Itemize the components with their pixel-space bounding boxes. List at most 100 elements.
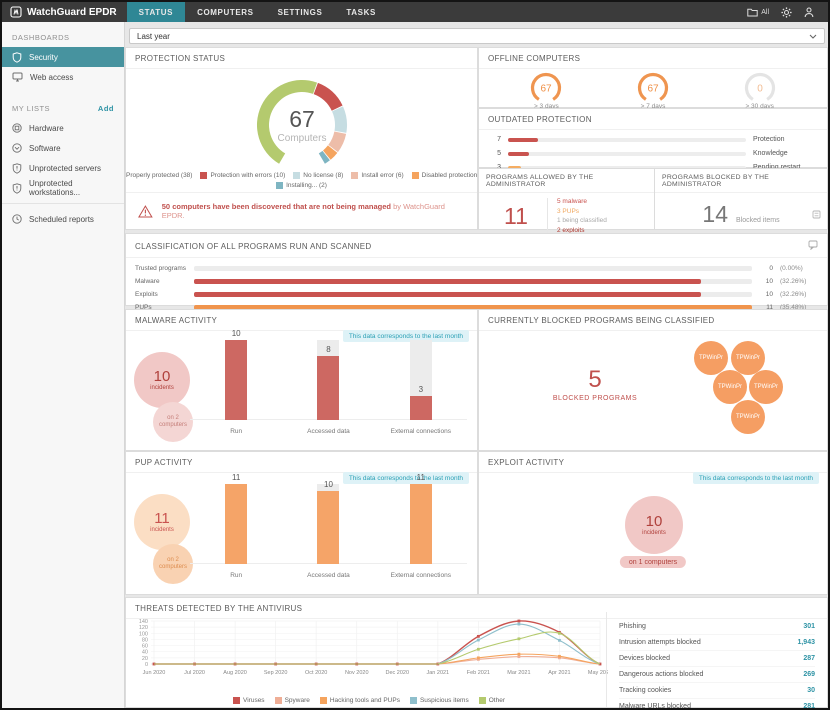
shield-alert-icon <box>12 182 22 194</box>
tab-tasks[interactable]: TASKS <box>346 7 376 17</box>
activity-bars: 11 Run 10 Accessed data 11 External connectio… <box>190 473 467 586</box>
settings-gear-button[interactable] <box>781 6 792 18</box>
classification-fill <box>194 279 702 284</box>
bar-value: 10 <box>231 329 241 338</box>
bar-column: 11 External connections <box>375 473 467 586</box>
svg-text:40: 40 <box>142 650 148 656</box>
stat-value[interactable]: 301 <box>803 623 815 630</box>
classification-track <box>194 279 752 284</box>
list-icon[interactable] <box>812 206 821 224</box>
panel-title: PROGRAMS BLOCKED BY THE ADMINISTRATOR <box>655 169 827 193</box>
stat-row: Devices blocked 287 <box>619 651 815 667</box>
sidebar-item-hardware[interactable]: Hardware <box>2 118 124 138</box>
outdated-label: Knowledge <box>753 150 788 157</box>
scope-selector[interactable]: All <box>747 8 769 17</box>
tab-computers[interactable]: COMPUTERS <box>197 7 254 17</box>
data-point <box>558 638 561 642</box>
classification-label: Malware <box>135 278 160 285</box>
legend-label: Spyware <box>284 697 310 704</box>
stat-label: Phishing <box>619 623 646 630</box>
tab-settings[interactable]: SETTINGS <box>277 7 323 17</box>
classification-fill <box>194 292 702 297</box>
data-point <box>476 634 480 638</box>
series-line <box>153 653 601 665</box>
offline-gauge: 0 > 30 days <box>741 72 779 110</box>
stat-value[interactable]: 30 <box>807 687 815 694</box>
sidebar-item-unprotected-servers[interactable]: Unprotected servers <box>2 158 124 178</box>
svg-text:Aug 2020: Aug 2020 <box>223 670 247 676</box>
data-point <box>476 638 480 642</box>
blocked-program-bubble[interactable]: TPWinPr <box>694 341 728 375</box>
warning-text: 50 computers have been discovered that a… <box>161 202 445 220</box>
legend-swatch <box>411 172 419 179</box>
svg-text:Oct 2020: Oct 2020 <box>305 670 327 676</box>
classification-label: Exploits <box>135 291 158 298</box>
classification-value: 10 <box>765 278 773 285</box>
incidents-label: incidents <box>150 526 174 533</box>
incidents-bubble: 10 incidents <box>134 352 190 408</box>
allowed-count[interactable]: 11 <box>504 203 528 229</box>
blocked-program-bubble[interactable]: TPWinPr <box>731 341 765 375</box>
tab-status[interactable]: STATUS <box>126 2 186 22</box>
bar-label: External connections <box>390 572 451 579</box>
legend-swatch <box>276 182 284 189</box>
allowed-breakdown-line: 2 exploits <box>557 226 585 234</box>
bar-column: 8 Accessed data <box>282 340 374 442</box>
stat-value[interactable]: 287 <box>803 655 815 662</box>
sidebar-item-unprotected-workstations[interactable]: Unprotected workstations... <box>2 178 124 198</box>
sidebar-item-security[interactable]: Security <box>2 47 124 67</box>
blocked-program-bubble[interactable]: TPWinPr <box>731 400 765 434</box>
dashboard-content: Last year PROTECTION STATUS 67 Computers … <box>125 22 828 708</box>
data-point <box>517 637 521 641</box>
bar-fill <box>409 484 432 564</box>
sidebar-item-scheduled-reports[interactable]: Scheduled reports <box>2 209 124 229</box>
svg-text:Jun 2020: Jun 2020 <box>143 670 166 676</box>
stat-row: Tracking cookies 30 <box>619 683 815 699</box>
time-range-select[interactable]: Last year <box>129 28 825 44</box>
comment-icon[interactable] <box>808 240 818 252</box>
blocked-programs-label: BLOCKED PROGRAMS <box>552 395 638 402</box>
main-tabs: STATUS COMPUTERS SETTINGS TASKS <box>126 2 388 22</box>
legend-label: Other <box>488 697 505 704</box>
bar-track <box>317 340 340 420</box>
svg-text:100: 100 <box>139 631 148 637</box>
sidebar-item-web-access[interactable]: Web access <box>2 67 124 87</box>
last-month-badge: This data corresponds to the last month <box>342 330 469 342</box>
stat-row: Malware URLs blocked 281 <box>619 699 815 708</box>
stat-value[interactable]: 1,943 <box>797 639 815 646</box>
blocked-count[interactable]: 14 <box>702 201 728 227</box>
chart-legend-item: Suspicious items <box>409 697 469 704</box>
legend-label: Viruses <box>243 697 265 704</box>
outdated-track <box>508 165 746 170</box>
blocked-program-bubble[interactable]: TPWinPr <box>749 370 783 404</box>
stat-value[interactable]: 269 <box>803 671 815 678</box>
gauge-arc: 67 <box>531 72 562 101</box>
bar-fill <box>409 396 432 420</box>
bar-track <box>225 340 248 420</box>
svg-text:Feb 2021: Feb 2021 <box>467 670 490 676</box>
sidebar-item-software[interactable]: Software <box>2 138 124 158</box>
panel-title: OFFLINE COMPUTERS <box>479 48 827 69</box>
gauge-label: > 30 days <box>745 103 774 110</box>
allowed-breakdown-line: 1 being classified <box>557 217 607 224</box>
user-account-button[interactable] <box>804 6 814 18</box>
shield-alert-icon <box>12 162 22 174</box>
protection-donut-chart: 67 Computers <box>126 69 477 171</box>
sidebar-item-label: Hardware <box>29 123 64 133</box>
add-list-link[interactable]: Add <box>97 104 114 113</box>
blocked-program-bubble[interactable]: TPWinPr <box>713 370 747 404</box>
legend-label: Install error (6) <box>361 172 404 179</box>
legend-item: Install error (6) <box>351 172 404 179</box>
computers-bubble: on 2 computers <box>153 402 193 442</box>
threats-panel: THREATS DETECTED BY THE ANTIVIRUS 0 20 40 6… <box>125 597 828 708</box>
computers-line: computers <box>158 564 187 570</box>
legend-item: Installing... (2) <box>276 182 327 189</box>
stat-value[interactable]: 281 <box>803 703 815 708</box>
blocked-programs-value[interactable]: 5 <box>588 366 602 393</box>
legend-swatch <box>409 697 417 704</box>
svg-text:140: 140 <box>139 619 148 625</box>
offline-gauge: 67 > 7 days <box>634 72 672 110</box>
bar-column: 10 Run <box>190 329 282 442</box>
data-point <box>517 655 521 659</box>
